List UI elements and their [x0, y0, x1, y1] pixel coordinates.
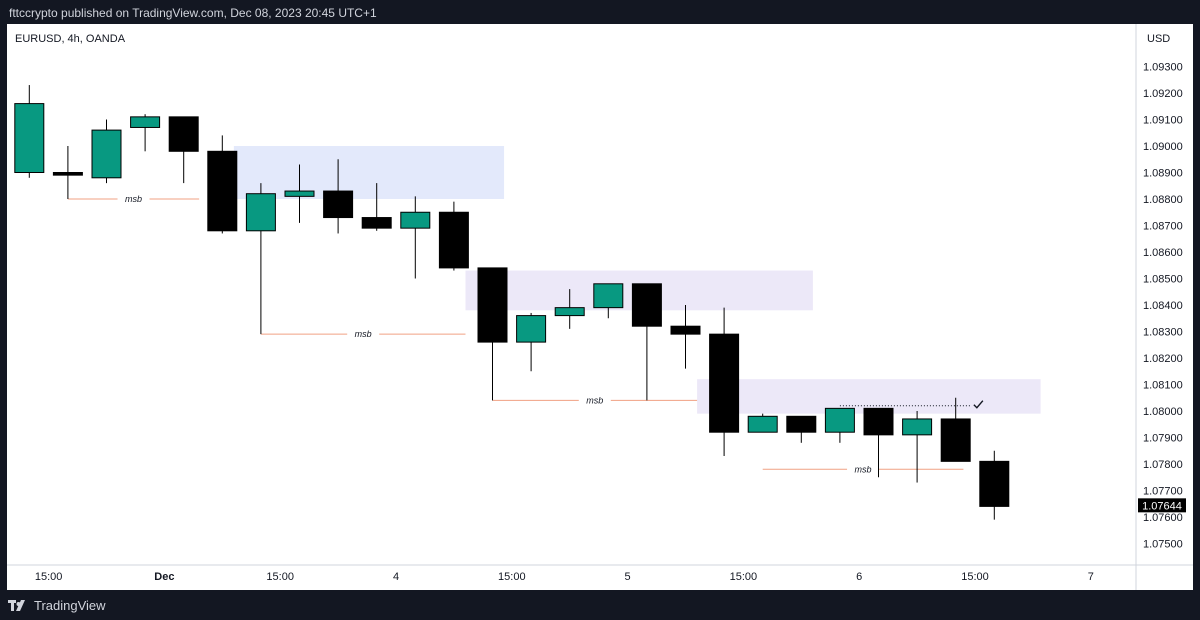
price-tick-label: 1.09200: [1143, 88, 1183, 100]
footer-bar: [0, 590, 1200, 620]
time-tick-label: 7: [1088, 571, 1094, 583]
price-tick-label: 1.08000: [1143, 406, 1183, 418]
time-tick-label: 15:00: [266, 571, 294, 583]
price-tick-label: 1.07700: [1143, 486, 1183, 498]
time-tick-label: 15:00: [35, 571, 63, 583]
candle-body-16[interactable]: [631, 283, 662, 327]
price-tick-label: 1.08300: [1143, 327, 1183, 339]
candle-body-1[interactable]: [52, 172, 83, 176]
candle-body-0[interactable]: [14, 103, 45, 173]
candle-body-3[interactable]: [130, 116, 161, 128]
candle-body-14[interactable]: [554, 307, 585, 317]
price-tick-label: 1.09300: [1143, 62, 1183, 74]
candle-body-21[interactable]: [824, 407, 855, 433]
header-bar: [0, 0, 1200, 24]
candle-body-15[interactable]: [593, 283, 624, 309]
candle-body-18[interactable]: [709, 333, 740, 433]
candle-body-7[interactable]: [284, 190, 315, 197]
price-tick-label: 1.08700: [1143, 221, 1183, 233]
tradingview-brand: TradingView: [8, 598, 106, 613]
price-tick-label: 1.08800: [1143, 194, 1183, 206]
symbol-legend: EURUSD, 4h, OANDA: [15, 33, 126, 45]
price-tick-label: 1.08200: [1143, 353, 1183, 365]
check-mark-icon: [973, 400, 984, 409]
candle-body-2[interactable]: [91, 129, 122, 179]
time-tick-label: 6: [856, 571, 862, 583]
candle-body-23[interactable]: [902, 418, 933, 436]
price-tick-label: 1.07800: [1143, 459, 1183, 471]
candle-body-9[interactable]: [361, 217, 392, 229]
candle-body-13[interactable]: [516, 315, 547, 343]
price-tick-label: 1.07900: [1143, 433, 1183, 445]
candle-body-19[interactable]: [747, 415, 778, 433]
price-tick-label: 1.08900: [1143, 168, 1183, 180]
supply-zone-0[interactable]: [233, 146, 505, 199]
tradingview-logo-icon: [8, 599, 25, 611]
time-tick-label: 15:00: [730, 571, 758, 583]
price-tick-label: 1.07500: [1143, 539, 1183, 551]
candle-body-11[interactable]: [438, 211, 469, 269]
candle-body-20[interactable]: [786, 415, 817, 433]
time-tick-label: 5: [625, 571, 631, 583]
price-tick-label: 1.08600: [1143, 247, 1183, 259]
candle-body-10[interactable]: [400, 211, 431, 229]
time-tick-label: 15:00: [498, 571, 526, 583]
price-tick-label: 1.08500: [1143, 274, 1183, 286]
candle-body-12[interactable]: [477, 267, 508, 343]
time-tick-label: 15:00: [961, 571, 989, 583]
candle-body-8[interactable]: [323, 190, 354, 219]
price-tick-label: 1.08400: [1143, 300, 1183, 312]
publish-info: fttccrypto published on TradingView.com,…: [9, 6, 377, 20]
price-tick-label: 1.09100: [1143, 115, 1183, 127]
candle-body-6[interactable]: [245, 193, 276, 232]
brand-name: TradingView: [34, 598, 106, 613]
msb-label-2: msb: [586, 395, 603, 405]
candle-body-17[interactable]: [670, 325, 701, 335]
msb-label-1: msb: [355, 329, 372, 339]
candle-body-24[interactable]: [940, 418, 971, 462]
currency-label[interactable]: USD: [1147, 33, 1170, 45]
last-price-badge: [1138, 498, 1186, 513]
candle-body-22[interactable]: [863, 407, 894, 436]
time-tick-label: Dec: [154, 571, 174, 583]
msb-label-0: msb: [125, 194, 142, 204]
price-tick-label: 1.08100: [1143, 380, 1183, 392]
candle-body-4[interactable]: [168, 116, 199, 152]
time-tick-label: 4: [393, 571, 399, 583]
candle-body-5[interactable]: [207, 150, 238, 232]
msb-label-3: msb: [855, 464, 872, 474]
candle-body-25[interactable]: [979, 460, 1010, 507]
price-tick-label: 1.07600: [1143, 512, 1183, 524]
last-price-label: 1.07644: [1142, 500, 1182, 512]
price-tick-label: 1.09000: [1143, 141, 1183, 153]
